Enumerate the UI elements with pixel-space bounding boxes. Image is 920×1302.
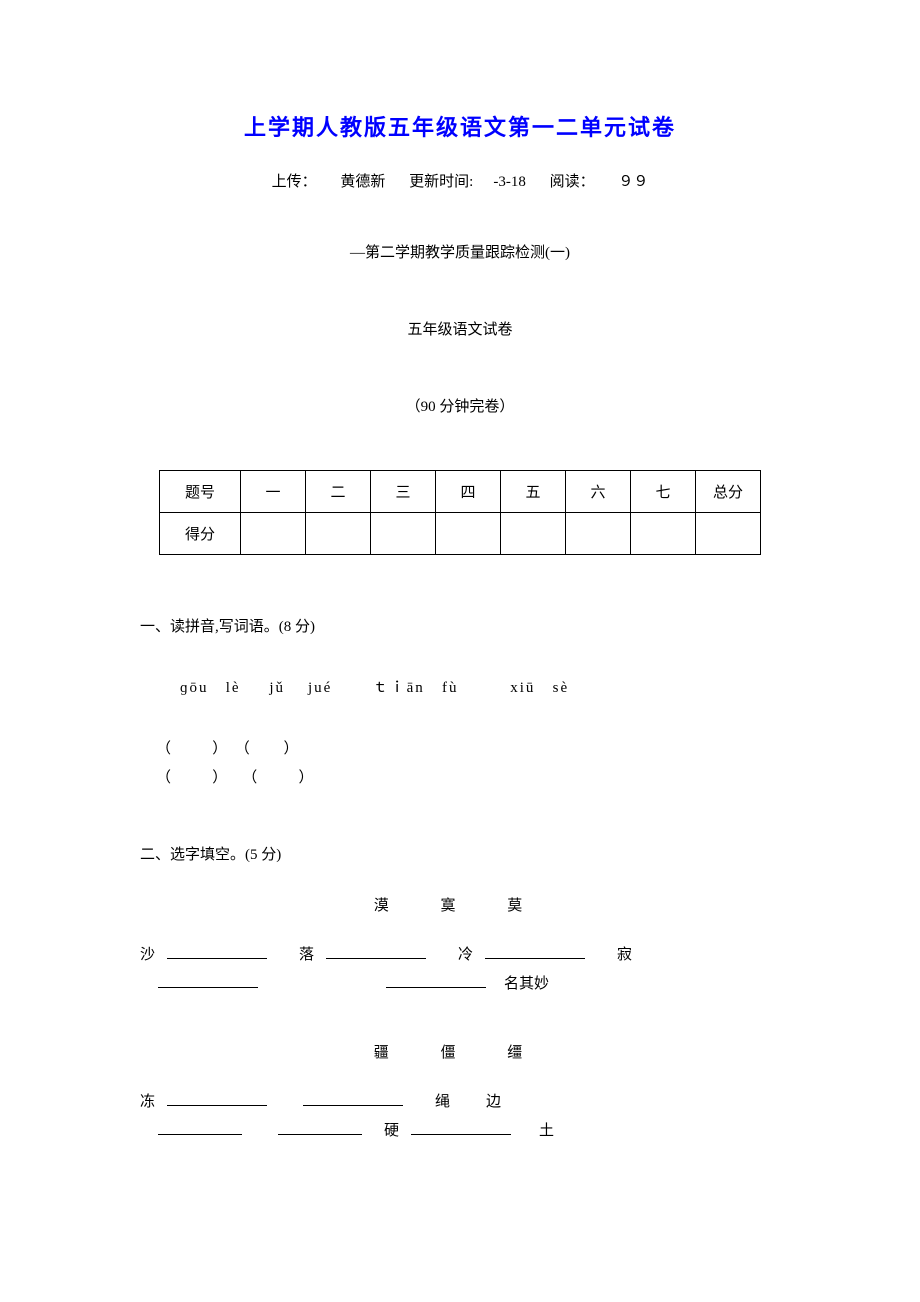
fill-word: 冷 (458, 943, 473, 964)
table-header-cell: 四 (436, 471, 501, 513)
update-label: 更新时间: (409, 174, 473, 190)
subheading-2: 五年级语文试卷 (140, 318, 780, 339)
fill-word: 寂 (617, 943, 632, 964)
table-row: 得分 (160, 513, 761, 555)
table-header-cell: 一 (241, 471, 306, 513)
table-header-cell: 七 (631, 471, 696, 513)
table-header-cell: 总分 (696, 471, 761, 513)
answer-parens-row-1: （ ） （ ） (156, 737, 780, 758)
fill-word: 冻 (140, 1090, 155, 1111)
table-header-cell: 三 (371, 471, 436, 513)
table-header-cell: 五 (501, 471, 566, 513)
update-value: -3-18 (493, 174, 526, 190)
fill-blank (485, 943, 585, 959)
subheading-3: （90 分钟完卷） (140, 395, 780, 416)
document-title: 上学期人教版五年级语文第一二单元试卷 (140, 110, 780, 142)
char-options-group-2: 疆 僵 缰 (140, 1041, 780, 1062)
fill-blank-row: 硬 土 (140, 1119, 780, 1140)
table-cell (436, 513, 501, 555)
uploader-name: 黄德新 (340, 174, 385, 190)
table-cell (566, 513, 631, 555)
fill-blank-row: 名其妙 (140, 972, 780, 993)
table-cell (631, 513, 696, 555)
fill-blank (158, 1119, 242, 1135)
fill-word: 硬 (384, 1119, 399, 1140)
fill-blank (303, 1090, 403, 1106)
pinyin-line: ɡōu lè jǔ jué ｔｉān fù xiū sè (180, 676, 780, 697)
table-cell (306, 513, 371, 555)
fill-blank-row: 沙 落 冷 寂 (140, 943, 780, 964)
table-cell (501, 513, 566, 555)
upload-label: 上传： (272, 174, 317, 190)
table-header-cell: 二 (306, 471, 371, 513)
fill-blank (167, 943, 267, 959)
fill-word: 沙 (140, 943, 155, 964)
fill-blank (326, 943, 426, 959)
fill-blank (167, 1090, 267, 1106)
table-header-cell: 六 (566, 471, 631, 513)
score-table: 题号 一 二 三 四 五 六 七 总分 得分 (159, 470, 761, 555)
table-cell (371, 513, 436, 555)
answer-parens-row-2: （ ） （ ） (156, 766, 780, 787)
section-2-heading: 二、选字填空。(5 分) (140, 843, 780, 864)
table-row-label: 得分 (160, 513, 241, 555)
read-label: 阅读： (550, 174, 595, 190)
fill-word: 名其妙 (504, 972, 549, 993)
fill-blank (411, 1119, 511, 1135)
fill-blank (386, 972, 486, 988)
table-cell (241, 513, 306, 555)
read-value: ９９ (618, 174, 648, 190)
fill-blank (158, 972, 258, 988)
fill-word: 落 (299, 943, 314, 964)
fill-word: 边 (486, 1090, 501, 1111)
table-cell (696, 513, 761, 555)
fill-blank (278, 1119, 362, 1135)
fill-blank-row: 冻 绳 边 (140, 1090, 780, 1111)
fill-word: 土 (539, 1119, 554, 1140)
fill-word: 绳 (435, 1090, 450, 1111)
table-row: 题号 一 二 三 四 五 六 七 总分 (160, 471, 761, 513)
section-1-heading: 一、读拼音,写词语。(8 分) (140, 615, 780, 636)
char-options-group-1: 漠 寞 莫 (140, 894, 780, 915)
subheading-1: —第二学期教学质量跟踪检测(一) (140, 241, 780, 262)
table-header-label: 题号 (160, 471, 241, 513)
document-meta: 上传： 黄德新 更新时间: -3-18 阅读： ９９ (140, 170, 780, 191)
